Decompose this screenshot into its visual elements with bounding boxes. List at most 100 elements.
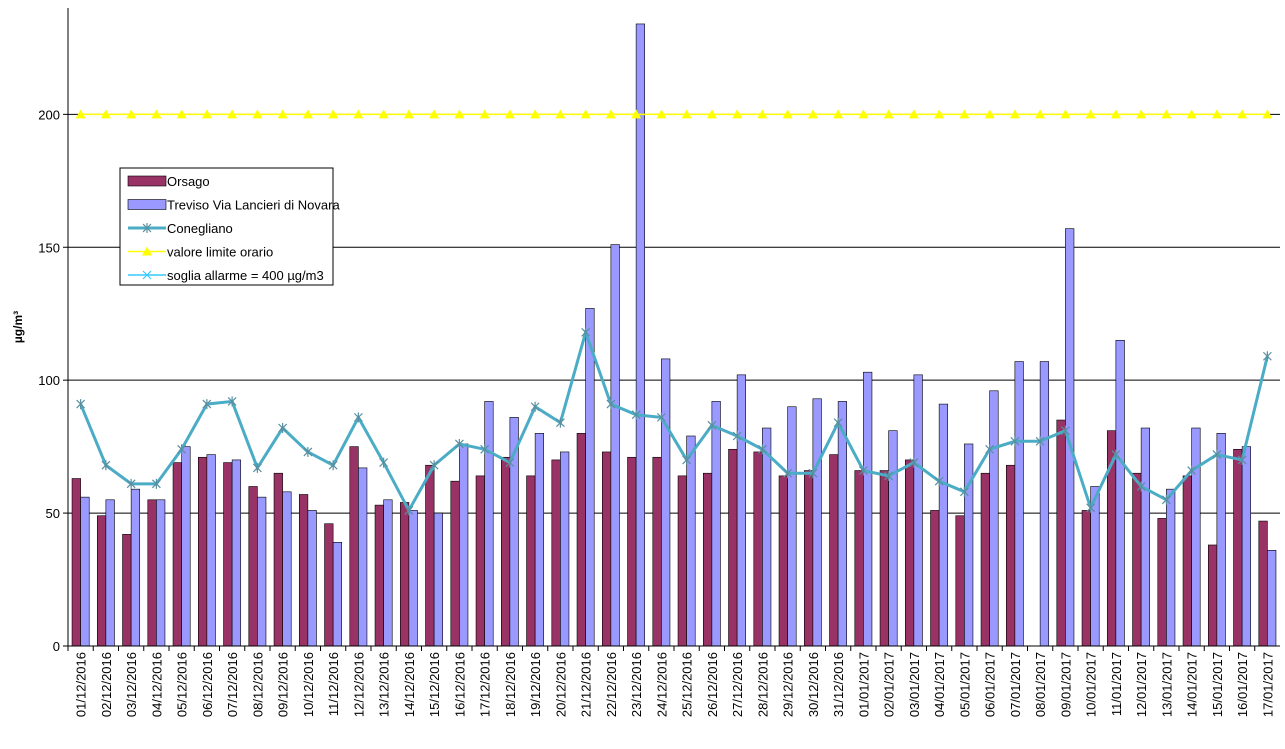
bar: [711, 401, 721, 646]
bar: [661, 358, 671, 646]
marker: [404, 505, 414, 516]
bar: [206, 454, 216, 646]
bar: [383, 499, 393, 646]
bar: [1005, 464, 1016, 646]
marker: [1237, 454, 1247, 465]
bar: [753, 451, 763, 646]
marker: [100, 109, 111, 119]
bar: [433, 512, 444, 646]
marker: [227, 396, 237, 407]
marker: [1035, 436, 1045, 447]
legend-label: Treviso Via Lancieri di Novara: [167, 198, 340, 213]
x-tick-label: 27/12/2016: [730, 652, 745, 717]
marker: [1110, 109, 1121, 119]
x-tick-label: 08/12/2016: [250, 652, 265, 717]
bar: [147, 499, 157, 646]
marker: [1262, 109, 1273, 119]
x-tick-label: 11/12/2016: [326, 652, 341, 716]
x-tick-label: 14/12/2016: [402, 652, 417, 717]
marker: [934, 476, 944, 487]
bar: [122, 534, 132, 646]
marker: [807, 109, 818, 119]
marker: [757, 109, 768, 119]
bar: [248, 486, 258, 646]
marker: [201, 109, 212, 119]
bar: [904, 459, 915, 646]
marker: [858, 109, 869, 119]
x-tick-label: 19/12/2016: [528, 652, 543, 717]
marker: [1161, 494, 1171, 505]
x-tick-label: 16/12/2016: [452, 652, 467, 717]
x-tick-label: 22/12/2016: [604, 652, 619, 717]
marker: [934, 109, 945, 119]
x-tick-label: 03/01/2017: [907, 652, 922, 717]
marker: [142, 223, 152, 233]
bar: [803, 470, 814, 646]
x-tick-label: 04/12/2016: [149, 652, 164, 717]
x-tick-label: 28/12/2016: [755, 652, 770, 717]
bar: [1207, 544, 1218, 646]
marker: [429, 460, 439, 471]
marker: [959, 486, 969, 497]
marker: [1009, 109, 1020, 119]
marker: [681, 109, 692, 119]
marker: [555, 109, 566, 119]
marker: [1111, 449, 1121, 460]
marker: [656, 109, 667, 119]
x-tick-label: 26/12/2016: [705, 652, 720, 717]
bar: [534, 433, 545, 646]
bar: [282, 491, 292, 646]
plot: [71, 23, 1277, 646]
marker: [707, 420, 717, 431]
marker: [454, 109, 465, 119]
bar: [181, 446, 191, 646]
bar: [938, 403, 949, 646]
x-tick-label: 10/01/2017: [1084, 652, 1099, 717]
y-axis-label: µg/m³: [11, 311, 25, 343]
bar: [1115, 339, 1125, 646]
bar: [425, 464, 435, 646]
bar: [930, 510, 940, 646]
x-tick-label: 09/01/2017: [1058, 652, 1073, 717]
marker: [252, 462, 262, 473]
marker: [1161, 109, 1172, 119]
marker: [908, 109, 919, 119]
marker: [682, 454, 692, 465]
marker: [581, 327, 591, 338]
bar: [576, 433, 586, 646]
y-tick-label: 100: [38, 373, 60, 388]
marker: [151, 478, 161, 489]
marker: [631, 109, 642, 119]
x-tick-label: 07/01/2017: [1008, 652, 1023, 717]
bar: [130, 488, 141, 646]
bar: [736, 374, 747, 646]
x-tick-label: 18/12/2016: [503, 652, 518, 717]
marker: [1060, 425, 1070, 436]
marker: [303, 446, 313, 457]
marker: [884, 470, 894, 481]
marker: [1237, 109, 1248, 119]
marker: [1086, 502, 1096, 513]
legend-label: valore limite orario: [167, 245, 273, 260]
bar: [484, 401, 494, 646]
x-tick-label: 21/12/2016: [579, 652, 594, 717]
bar: [560, 451, 570, 646]
marker: [1060, 109, 1071, 119]
x-tick-label: 05/01/2017: [957, 652, 972, 717]
bar: [812, 398, 822, 646]
marker: [126, 478, 136, 489]
x-tick-label: 23/12/2016: [629, 652, 644, 717]
bar: [728, 448, 738, 646]
marker: [302, 109, 313, 119]
marker: [504, 109, 515, 119]
bar: [1014, 361, 1024, 646]
legend-label: Conegliano: [167, 221, 233, 236]
bar: [332, 542, 343, 646]
marker: [278, 423, 288, 434]
marker: [126, 109, 137, 119]
bar: [585, 308, 595, 646]
bar: [989, 390, 999, 646]
x-tick-label: 06/12/2016: [200, 652, 215, 717]
x-tick-label: 11/01/2017: [1109, 652, 1124, 716]
